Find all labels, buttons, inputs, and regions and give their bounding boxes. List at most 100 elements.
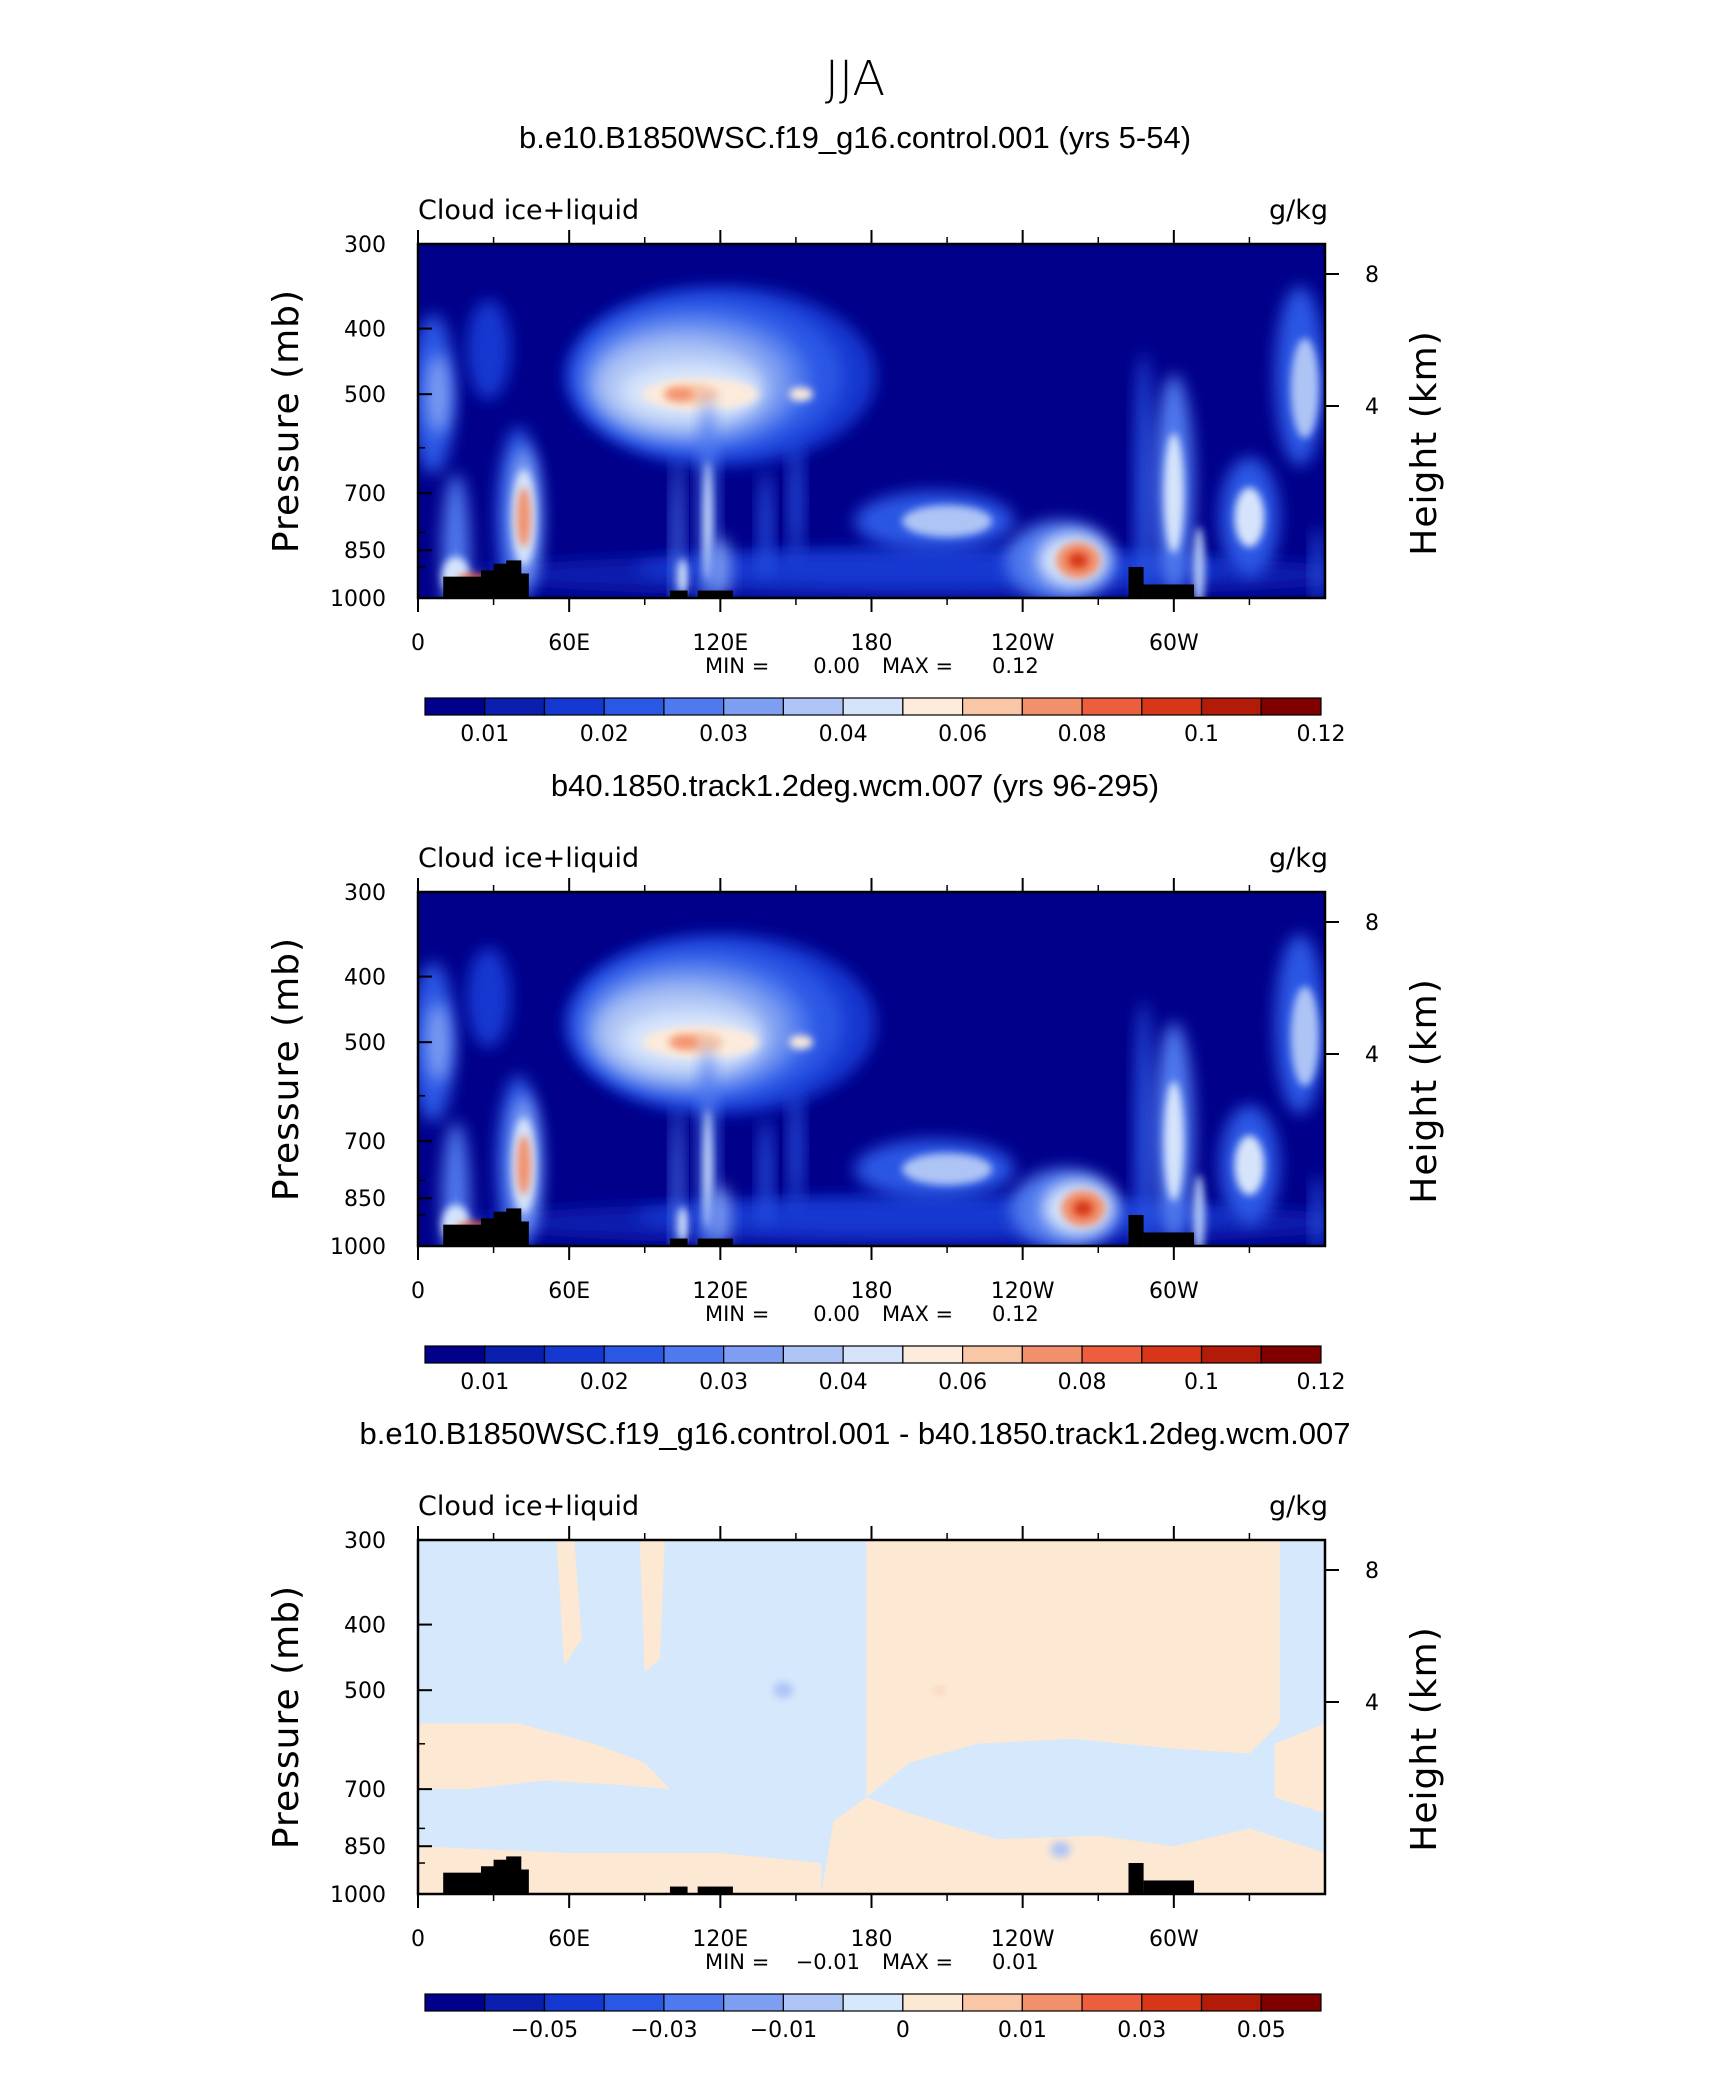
y-right-axis-title: Height (km) <box>1404 330 1445 555</box>
y-tick-label: 300 <box>344 1529 386 1554</box>
field-plot-area <box>418 1540 1325 1894</box>
colorbar-swatch <box>1200 1993 1262 2012</box>
field-plot-area <box>418 892 1325 1246</box>
colorbar-swatch <box>1021 1993 1083 2012</box>
colorbar-label: 0.08 <box>1058 1370 1107 1395</box>
topography-block <box>513 1869 529 1894</box>
field-cpac-lens-2 <box>902 505 993 538</box>
y-tick-label: 500 <box>344 1679 386 1704</box>
colorbar-swatch <box>902 1345 964 1364</box>
colorbar-swatch <box>603 1993 665 2012</box>
field-mc-low <box>710 537 731 598</box>
colorbar-swatch <box>1200 1345 1262 1364</box>
y-tick-label: 300 <box>344 233 386 258</box>
colorbar-swatch <box>603 1345 665 1364</box>
diff-pos-africa-mid <box>418 1723 670 1790</box>
field-sa-col-3 <box>1163 1081 1184 1202</box>
field-mc-col-4 <box>759 1117 772 1228</box>
field-atl-low <box>1312 527 1323 598</box>
topography-block <box>697 1238 733 1246</box>
colorbar-swatch <box>543 1993 605 2012</box>
panel-title: b.e10.B1850WSC.f19_g16.control.001 - b40… <box>360 1416 1351 1451</box>
field-asia-upper-secondary <box>788 387 813 402</box>
x-tick-label: 120W <box>991 631 1055 656</box>
stats-line: MIN = 0.00 MAX = 0.12 <box>705 1302 1039 1326</box>
stat-min-value: 0.00 <box>813 654 860 678</box>
x-tick-label: 120E <box>692 631 748 656</box>
panel-control: b.e10.B1850WSC.f19_g16.control.001 (yrs … <box>266 120 1445 747</box>
y-axis-right: 84 <box>1325 263 1379 420</box>
colorbar-swatch <box>1081 1345 1143 1364</box>
units-label: g/kg <box>1269 843 1328 874</box>
stat-min-label: MIN = <box>705 654 769 678</box>
variable-label: Cloud ice+liquid <box>418 1491 639 1522</box>
field-mc-col-5 <box>789 1089 802 1210</box>
topography-block <box>697 590 733 598</box>
x-tick-label: 120E <box>692 1279 748 1304</box>
figure-title: JJA <box>825 51 885 107</box>
colorbar-swatch <box>1141 697 1203 716</box>
topography-mask <box>443 1208 1194 1246</box>
field-sa-col-1 <box>1135 1001 1152 1246</box>
field-atl-upper-2 <box>1290 986 1319 1087</box>
field-atlantic-upper-2 <box>426 354 451 435</box>
field-sa-low <box>1193 1175 1206 1246</box>
y-right-tick-label: 4 <box>1365 1043 1379 1068</box>
colorbar-label: −0.03 <box>630 2018 697 2043</box>
colorbar-label: 0.03 <box>699 722 748 747</box>
colorbar-swatch <box>543 1345 605 1364</box>
diff-pos-streak-1 <box>556 1540 582 1666</box>
y-right-tick-label: 8 <box>1365 911 1379 936</box>
diff-pos-pacific-lower <box>821 1797 1325 1894</box>
y-axis-title: Pressure (mb) <box>266 1585 307 1849</box>
colorbar-label: −0.01 <box>750 2018 817 2043</box>
y-axis-right: 84 <box>1325 911 1379 1068</box>
diff-neg-epac-spot <box>1050 1841 1071 1858</box>
colorbar-swatch <box>484 1345 546 1364</box>
diff-pos-dateline-spot <box>934 1687 945 1694</box>
colorbar-swatch <box>723 1993 785 2012</box>
colorbar-swatch <box>782 1345 844 1364</box>
stat-max-label: MAX = <box>882 1302 953 1326</box>
topography-block <box>669 1238 688 1246</box>
colorbar-label: 0.06 <box>938 1370 987 1395</box>
colorbar-swatch <box>902 697 964 716</box>
colorbar-swatch <box>723 1345 785 1364</box>
x-tick-label: 120W <box>991 1279 1055 1304</box>
y-tick-label: 400 <box>344 318 386 343</box>
colorbar-label: 0.03 <box>699 1370 748 1395</box>
field-mc-low-2 <box>677 558 688 595</box>
x-tick-label: 60E <box>548 1927 590 1952</box>
y-tick-label: 700 <box>344 1130 386 1155</box>
x-tick-label: 0 <box>411 1927 425 1952</box>
field-mc-col-1 <box>672 1104 683 1246</box>
panel-title: b40.1850.track1.2deg.wcm.007 (yrs 96-295… <box>551 768 1159 803</box>
y-axis-left: 300 400 500 700 850 1000 <box>330 233 432 612</box>
stat-min-value: −0.01 <box>796 1950 860 1974</box>
x-axis: 0 60E 120E 180 120W 60W <box>411 878 1251 1304</box>
topography-block <box>669 590 688 598</box>
topography-block <box>1128 567 1144 598</box>
stat-min-label: MIN = <box>705 1950 769 1974</box>
colorbar-label: 0.03 <box>1117 2018 1166 2043</box>
colorbar-swatch <box>842 697 904 716</box>
colorbar-swatch <box>782 697 844 716</box>
colorbar-swatch <box>484 1993 546 2012</box>
field-atl-low <box>1312 1175 1323 1246</box>
colorbar-swatch <box>603 697 665 716</box>
colorbar-label: 0.02 <box>580 722 629 747</box>
field-mc-col-1 <box>672 456 683 598</box>
y-tick-label: 400 <box>344 966 386 991</box>
y-axis-title: Pressure (mb) <box>266 937 307 1201</box>
field-mc-col-3 <box>703 1109 712 1230</box>
field-cpac-lens-2 <box>902 1153 993 1186</box>
colorbar-label: 0.04 <box>819 1370 868 1395</box>
field-africa-upper <box>466 299 511 400</box>
y-axis-right: 84 <box>1325 1559 1379 1716</box>
topography-block <box>1128 1863 1144 1894</box>
colorbar-label: 0.02 <box>580 1370 629 1395</box>
colorbar-label: 0.05 <box>1237 2018 1286 2043</box>
field-africa-col-4 <box>516 487 531 548</box>
stat-max-value: 0.12 <box>992 654 1039 678</box>
y-tick-label: 850 <box>344 539 386 564</box>
